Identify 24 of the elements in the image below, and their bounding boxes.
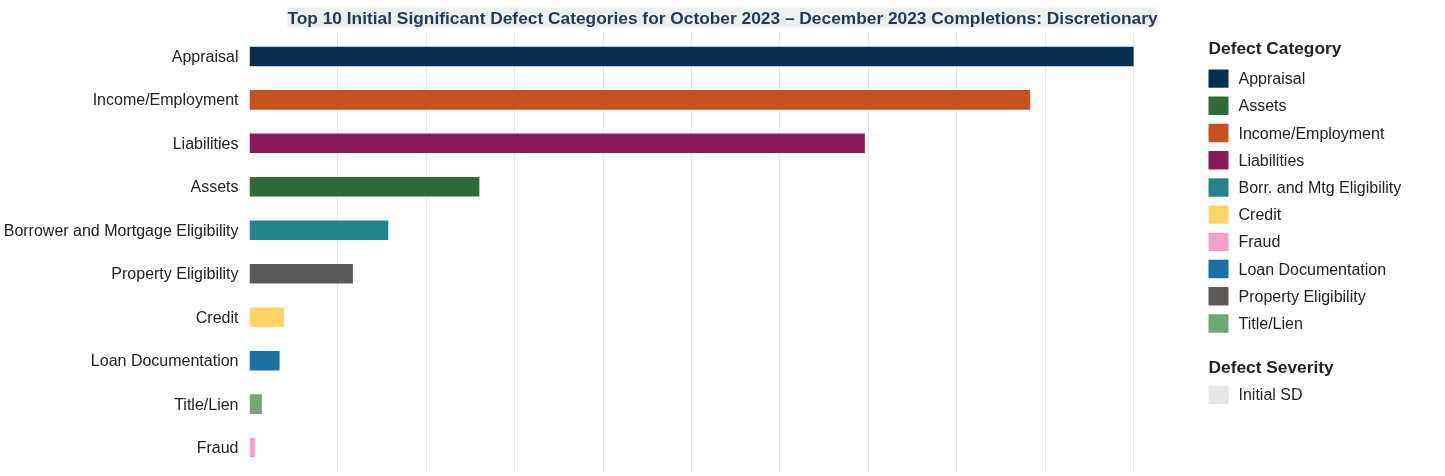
legend-label: Liabilities bbox=[1238, 151, 1305, 169]
y-tick-label: Appraisal bbox=[171, 47, 239, 65]
y-tick-label: Borrower and Mortgage Eligibility bbox=[3, 221, 239, 239]
legend-label: Initial SD bbox=[1238, 386, 1303, 404]
legend-label: Fraud bbox=[1238, 233, 1281, 251]
legend-label: Assets bbox=[1238, 97, 1287, 115]
y-tick-label: Income/Employment bbox=[92, 91, 240, 109]
legend-label: Title/Lien bbox=[1238, 314, 1303, 332]
legend-label: Appraisal bbox=[1238, 70, 1306, 88]
y-tick-label: Title/Lien bbox=[174, 395, 239, 413]
y-tick-label: Assets bbox=[190, 178, 239, 196]
y-tick-label: Credit bbox=[195, 308, 240, 326]
y-tick-label: Liabilities bbox=[172, 134, 239, 152]
y-tick-label: Fraud bbox=[196, 439, 239, 457]
chart-title: Top 10 Initial Significant Defect Categories for October 2023 – December 2023 Completions: Discretionary bbox=[287, 7, 1158, 28]
text: Defect Severity bbox=[1208, 357, 1335, 378]
legend-label: Income/Employment bbox=[1238, 124, 1385, 142]
y-tick-label: Property Eligibility bbox=[111, 265, 239, 283]
legend-label: Borr. and Mtg Eligibility bbox=[1238, 178, 1402, 196]
legend-label: Property Eligibility bbox=[1238, 287, 1366, 305]
legend-label: Loan Documentation bbox=[1238, 260, 1387, 278]
legend-title: Defect Category bbox=[1208, 38, 1342, 59]
legend-label: Credit bbox=[1238, 206, 1282, 224]
y-tick-label: Loan Documentation bbox=[90, 352, 239, 370]
